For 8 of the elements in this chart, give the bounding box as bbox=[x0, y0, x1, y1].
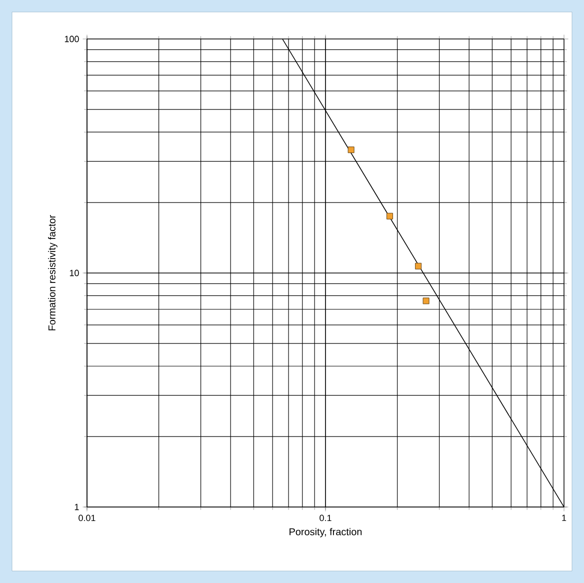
y-tick-label: 1 bbox=[74, 504, 79, 510]
y-tick-label: 10 bbox=[70, 270, 79, 276]
x-axis-title: Porosity, fraction bbox=[290, 528, 362, 538]
x-tick-label: 1 bbox=[562, 514, 566, 521]
x-tick-label: 0.01 bbox=[78, 514, 96, 522]
y-axis-title: Formation resistivity factor bbox=[48, 215, 58, 330]
x-tick-label: 0.1 bbox=[320, 514, 332, 522]
y-tick-label: 100 bbox=[64, 36, 79, 42]
